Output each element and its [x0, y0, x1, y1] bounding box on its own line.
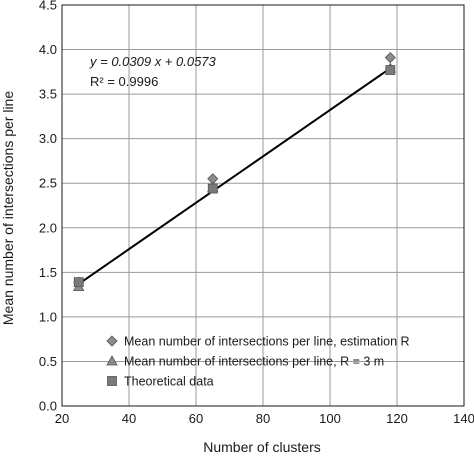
diamond-point	[384, 52, 396, 64]
y-axis-title: Mean number of intersections per line	[0, 91, 16, 325]
y-tick-label: 2.5	[39, 176, 57, 191]
x-tick-label: 100	[319, 411, 341, 426]
y-tick-label: 2.0	[39, 220, 57, 235]
y-tick-label: 1.5	[39, 265, 57, 280]
square-point	[73, 277, 84, 288]
legend-square-icon	[107, 376, 117, 386]
x-axis-title: Number of clusters	[203, 439, 320, 455]
trend-line	[78, 67, 391, 285]
x-tick-label: 140	[453, 411, 474, 426]
x-tick-label: 20	[55, 411, 69, 426]
square-point	[385, 65, 396, 75]
legend-label: Theoretical data	[124, 375, 214, 389]
legend-triangle-icon	[106, 355, 118, 366]
legend: Mean number of intersections per line, e…	[106, 335, 410, 389]
data-points	[73, 52, 396, 291]
y-tick-label: 3.5	[39, 87, 57, 102]
y-tick-label: 1.0	[39, 309, 57, 324]
legend-diamond-icon	[106, 335, 118, 347]
equation-label: y = 0.0309 x + 0.0573	[89, 54, 217, 69]
y-tick-label: 3.0	[39, 131, 57, 146]
y-tick-label: 0.0	[39, 399, 57, 414]
square-point	[207, 183, 218, 194]
annotation: y = 0.0309 x + 0.0573 R² = 0.9996	[89, 54, 217, 89]
r-squared-label: R² = 0.9996	[90, 74, 158, 89]
x-tick-label: 60	[189, 411, 203, 426]
legend-label: Mean number of intersections per line, e…	[124, 335, 410, 349]
y-tick-label: 4.0	[39, 42, 57, 57]
y-tick-label: 0.5	[39, 354, 57, 369]
x-tick-label: 120	[386, 411, 408, 426]
legend-label: Mean number of intersections per line, R…	[124, 355, 384, 369]
x-tick-label: 80	[256, 411, 270, 426]
x-tick-label: 40	[122, 411, 136, 426]
y-tick-label: 4.5	[39, 0, 57, 13]
plot-frame	[61, 4, 465, 407]
tick-labels: 20 40 60 80 100 120 140 0.0 0.5 1.0 1.5 2.0 2.5 3.0 3.…	[39, 0, 474, 426]
